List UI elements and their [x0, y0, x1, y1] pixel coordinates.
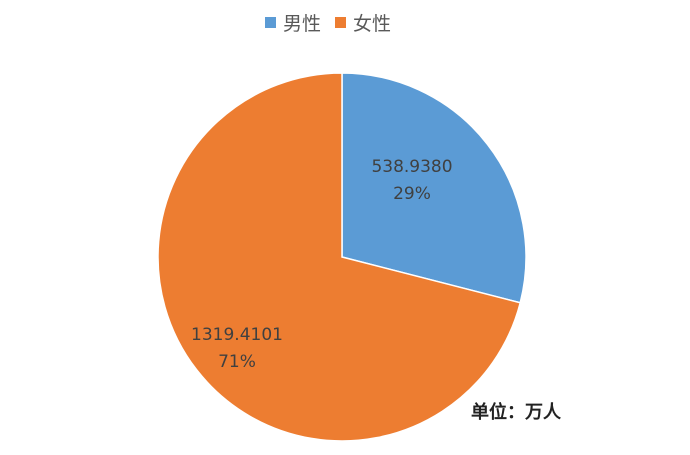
legend-label-male: 男性 — [283, 13, 322, 35]
legend-swatch-male — [265, 17, 276, 28]
legend: 男性 女性 — [265, 9, 405, 36]
legend-item-female: 女性 — [335, 9, 391, 36]
data-label-value-0: 538.9380 — [371, 157, 452, 177]
legend-swatch-female — [335, 17, 347, 28]
data-label-value-1: 1319.4101 — [191, 325, 283, 345]
unit-annotation: 单位：万人 — [471, 402, 561, 423]
pie-slice-0 — [341, 72, 527, 304]
legend-item-male: 男性 — [265, 9, 321, 36]
pie-slice-1 — [157, 72, 522, 442]
data-label-percent-0: 29% — [393, 184, 431, 204]
data-label-percent-1: 71% — [218, 352, 256, 372]
legend-label-female: 女性 — [353, 13, 392, 35]
